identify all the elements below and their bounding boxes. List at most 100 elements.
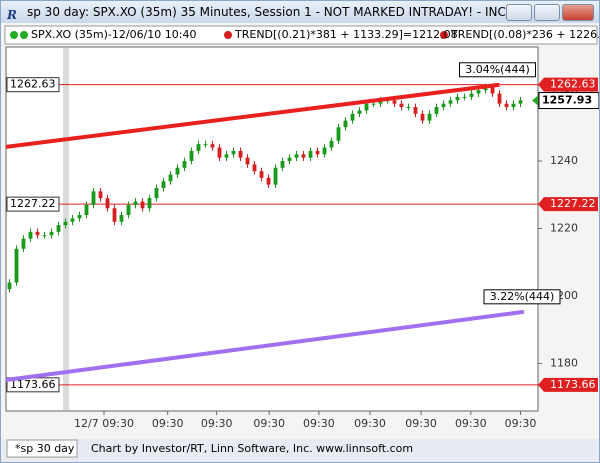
- trend-label: 3.04%(444): [465, 63, 530, 76]
- trend-label: 3.22%(444): [490, 290, 555, 303]
- x-tick-label: 12/7 09:30: [74, 417, 134, 430]
- candle-body: [315, 150, 320, 155]
- candle-body: [287, 157, 292, 162]
- y-tick-label: 1220: [550, 221, 578, 234]
- level-tag: [538, 77, 598, 92]
- candle-body: [490, 86, 495, 94]
- candle-body: [140, 201, 145, 209]
- candle-body: [147, 198, 152, 209]
- candle-body: [462, 96, 467, 98]
- header-icon: [440, 31, 448, 39]
- candle-body: [77, 215, 82, 219]
- candle-body: [343, 120, 348, 128]
- footer-text: Chart by Investor/RT, Linn Software, Inc…: [91, 442, 413, 455]
- minimize-button[interactable]: [506, 4, 532, 21]
- header-text: TREND[(0.08)*236 + 1226.7: [450, 28, 599, 41]
- candle-body: [350, 113, 355, 121]
- candle-body: [63, 221, 68, 226]
- level-label: 1262.63: [10, 78, 56, 91]
- candle-body: [42, 235, 47, 237]
- candle-body: [399, 103, 404, 108]
- window-title: sp 30 day: SPX.XO (35m) 35 Minutes, Sess…: [27, 5, 507, 19]
- x-tick-label: 09:30: [303, 417, 335, 430]
- x-tick-label: 09:30: [405, 417, 437, 430]
- candle-body: [196, 144, 201, 151]
- candle-body: [371, 103, 376, 105]
- trend-label-box: [459, 62, 536, 78]
- candle-body: [21, 238, 26, 249]
- footer-bar: [1, 439, 599, 462]
- x-tick-label: 09:30: [152, 417, 184, 430]
- close-button[interactable]: [562, 4, 594, 21]
- candle-body: [259, 171, 264, 178]
- candle-body: [119, 215, 124, 222]
- candle-body: [329, 140, 334, 148]
- candle-body: [189, 150, 194, 162]
- footer-tab-label: *sp 30 day: [15, 442, 75, 455]
- candle-body: [28, 231, 33, 239]
- candle-body: [455, 96, 460, 101]
- candle-body: [511, 103, 516, 108]
- candle-body: [168, 174, 173, 182]
- candle-body: [406, 107, 411, 109]
- header-text: TREND[(0.21)*381 + 1133.29]=1212.08: [234, 28, 458, 41]
- candle-body: [91, 191, 96, 205]
- candle-body: [210, 144, 215, 148]
- candle-body: [161, 181, 166, 189]
- x-tick-label: 09:30: [354, 417, 386, 430]
- candle-body: [175, 167, 180, 175]
- candle-body: [357, 110, 362, 114]
- candle-body: [203, 144, 208, 146]
- trend-line: [5, 309, 525, 382]
- candle-body: [217, 147, 222, 158]
- header-bar: [4, 25, 598, 45]
- candle-body: [224, 154, 229, 158]
- candle-body: [98, 191, 103, 199]
- chart: SPX.XO (35m)-12/06/10 10:40 TREND[(0.21)…: [1, 23, 599, 462]
- candle-body: [504, 103, 509, 108]
- candle-body: [392, 100, 397, 104]
- candle-body: [294, 154, 299, 158]
- candle-body: [476, 90, 481, 94]
- y-tick-label: 1180: [550, 356, 578, 369]
- trend-label-box: [483, 289, 561, 305]
- header-icon: [224, 31, 232, 39]
- candle-body: [420, 113, 425, 121]
- level-tag-label: 1262.63: [550, 78, 596, 91]
- last-price-box: [538, 92, 599, 110]
- last-price-label: 1257.93: [542, 94, 592, 107]
- candle-body: [378, 100, 383, 104]
- candle-body: [231, 150, 236, 155]
- candle-body: [49, 231, 54, 236]
- candle-body: [497, 93, 502, 104]
- level-label-box: [6, 77, 60, 93]
- candle-body: [84, 204, 89, 215]
- candle-body: [273, 167, 278, 185]
- candle-body: [133, 201, 138, 205]
- candle-body: [434, 107, 439, 114]
- candle-body: [280, 161, 285, 168]
- level-label: 1227.22: [10, 197, 56, 210]
- level-tag-label: 1173.66: [550, 378, 596, 391]
- x-tick-label: 09:30: [455, 417, 487, 430]
- candle-body: [238, 150, 243, 158]
- title-bar: R sp 30 day: SPX.XO (35m) 35 Minutes, Se…: [1, 1, 599, 23]
- candle-body: [469, 93, 474, 97]
- candle-body: [112, 208, 117, 222]
- level-tag: [538, 377, 598, 392]
- y-tick-label: 1240: [550, 154, 578, 167]
- session-band: [63, 48, 69, 410]
- trend-line: [5, 82, 500, 149]
- candle-body: [266, 177, 271, 185]
- candle-body: [301, 154, 306, 158]
- last-price-arrow: [532, 95, 538, 106]
- candle-body: [70, 218, 75, 222]
- x-tick-label: 09:30: [505, 417, 537, 430]
- footer-tab[interactable]: [6, 439, 78, 458]
- maximize-button[interactable]: [534, 4, 560, 21]
- level-label-box: [6, 196, 60, 212]
- candle-body: [364, 103, 369, 111]
- header-text: SPX.XO (35m)-12/06/10 10:40: [31, 28, 197, 41]
- candle-body: [336, 127, 341, 141]
- level-tag: [538, 197, 598, 212]
